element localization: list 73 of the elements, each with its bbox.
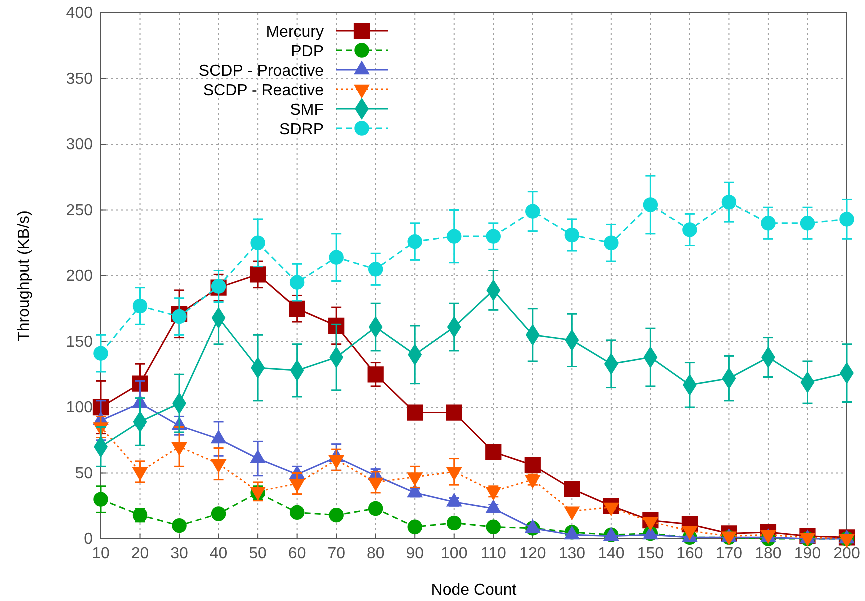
point [564, 228, 580, 243]
x-tick-label: 60 [288, 545, 306, 562]
point [604, 236, 619, 250]
point [761, 216, 776, 231]
x-tick-label: 80 [366, 545, 385, 562]
point [368, 262, 384, 277]
point [172, 518, 187, 534]
point [290, 505, 305, 520]
x-tick-label: 50 [249, 545, 268, 562]
point [408, 234, 422, 250]
point [329, 508, 344, 523]
point [94, 346, 108, 361]
x-tick-label: 200 [834, 545, 860, 562]
point [408, 520, 422, 535]
point [526, 204, 540, 219]
point [447, 516, 462, 531]
point [486, 444, 502, 460]
point [446, 404, 462, 421]
x-tick-label: 160 [676, 545, 704, 562]
y-tick-label: 200 [66, 268, 94, 286]
x-tick-label: 100 [441, 545, 468, 562]
point [486, 229, 501, 244]
legend-label: SDRP [280, 122, 324, 138]
point [250, 236, 266, 250]
legend-label: PDP [291, 44, 324, 60]
x-tick-label: 90 [406, 545, 424, 562]
y-tick-label: 250 [66, 202, 94, 220]
point [290, 275, 305, 290]
x-tick-label: 120 [520, 545, 546, 562]
point [211, 506, 226, 522]
y-tick-label: 350 [66, 70, 94, 88]
point [800, 216, 816, 231]
x-tick-label: 30 [170, 545, 189, 562]
x-tick-label: 110 [480, 545, 506, 562]
y-tick-label: 0 [84, 531, 94, 548]
point [722, 195, 737, 210]
x-tick-label: 190 [794, 545, 822, 562]
y-tick-label: 150 [66, 334, 94, 351]
point [840, 212, 854, 227]
point [564, 480, 580, 498]
point [447, 229, 462, 244]
x-tick-label: 130 [558, 545, 586, 562]
point [407, 404, 424, 421]
legend-label: SCDP - Proactive [198, 63, 324, 80]
point [94, 492, 108, 507]
point [643, 198, 658, 212]
x-tick-label: 150 [637, 545, 664, 562]
y-axis-title: Throughput (KB/s) [16, 210, 33, 342]
point [289, 300, 306, 317]
point [132, 298, 148, 314]
point [486, 520, 501, 535]
y-tick-label: 100 [66, 400, 94, 417]
x-tick-label: 180 [755, 545, 782, 562]
point [250, 266, 266, 283]
point [329, 250, 344, 265]
x-tick-label: 70 [328, 545, 346, 562]
legend-label: Mercury [266, 24, 324, 41]
y-tick-label: 50 [75, 465, 94, 482]
y-tick-label: 300 [66, 136, 94, 154]
point [682, 222, 698, 238]
x-tick-label: 170 [716, 545, 743, 562]
y-tick-label: 400 [66, 5, 94, 22]
point [368, 501, 384, 516]
x-tick-label: 20 [131, 545, 150, 562]
x-tick-label: 140 [598, 545, 625, 562]
x-axis-title: Node Count [431, 582, 518, 599]
legend-label: SCDP - Reactive [203, 82, 324, 100]
point [172, 309, 187, 324]
legend-label: SMF [290, 102, 324, 119]
x-tick-label: 40 [210, 545, 228, 562]
point [368, 366, 384, 383]
x-tick-label: 10 [92, 545, 110, 562]
point [524, 457, 541, 474]
